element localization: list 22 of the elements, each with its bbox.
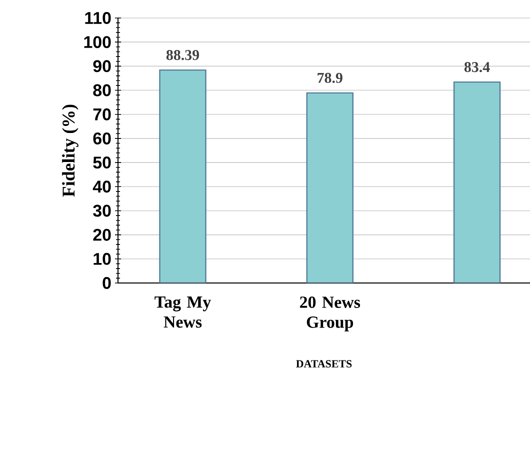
- y-axis-title: Fidelity (%): [62, 104, 78, 197]
- bar: [453, 81, 501, 283]
- y-tick-label: 50: [93, 156, 111, 169]
- x-tick-label: Tag My News: [154, 296, 211, 328]
- bar: [159, 69, 206, 283]
- y-tick-label: 0: [102, 277, 111, 289]
- data-label: 78.9: [318, 72, 342, 84]
- x-tick-label: 20 News Group: [300, 296, 360, 332]
- y-tick-label: 10: [94, 252, 111, 265]
- y-tick-label: 80: [93, 84, 111, 96]
- data-label: 83.4: [464, 62, 490, 72]
- y-tick-label: 110: [85, 12, 111, 24]
- x-axis-title: DATASETS: [296, 360, 352, 368]
- y-tick-label: 100: [84, 36, 111, 48]
- y-tick-label: 70: [93, 108, 111, 120]
- y-tick-label: 40: [92, 180, 111, 193]
- y-tick-label: 30: [93, 204, 111, 217]
- y-tick-label: 60: [93, 132, 111, 144]
- data-label: 88.39: [166, 50, 200, 60]
- y-tick-label: 20: [93, 228, 111, 241]
- y-tick-label: 90: [93, 60, 111, 72]
- bar: [306, 92, 354, 283]
